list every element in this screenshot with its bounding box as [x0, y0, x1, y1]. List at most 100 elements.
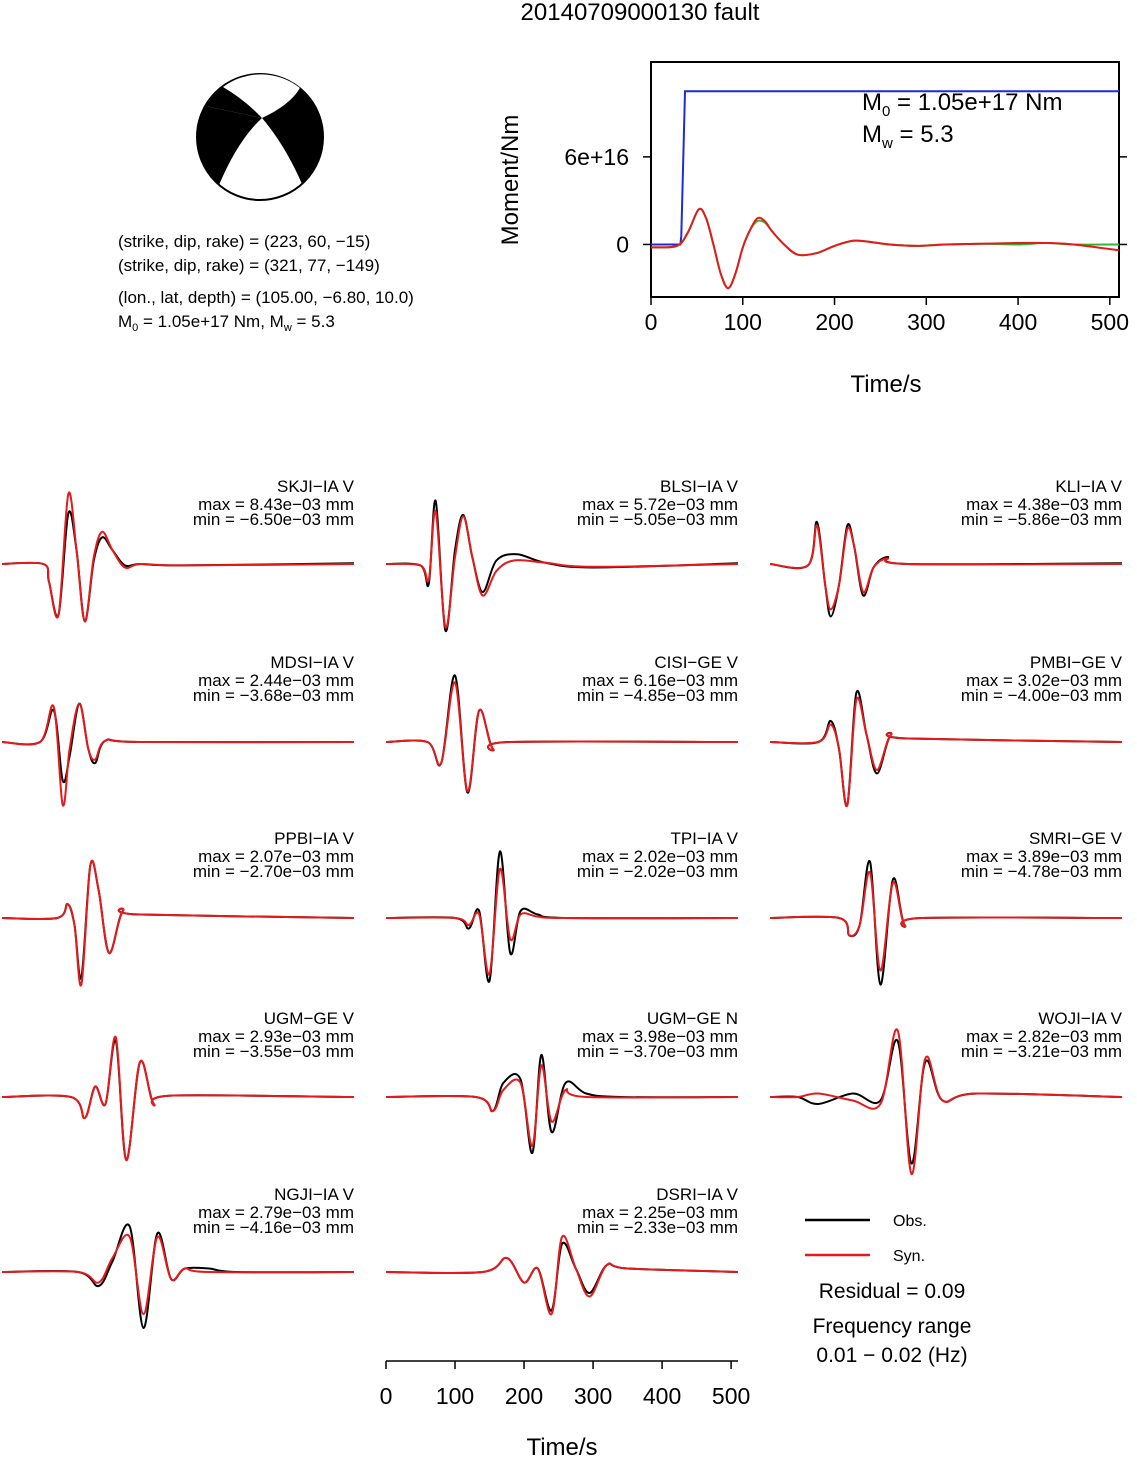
- waveform-syn: [385, 867, 739, 976]
- moment-ylabel: Moment/Nm: [497, 115, 524, 246]
- moment-lines: [650, 90, 1120, 290]
- moment-ytick-label: 6e+16: [564, 144, 629, 170]
- waveform-syn: [1, 491, 355, 623]
- waveform-obs: [769, 689, 1123, 807]
- frequency-range-value: 0.01 − 0.02 (Hz): [816, 1344, 967, 1367]
- waveform-syn: [769, 524, 1123, 611]
- waveform-syn: [1, 1233, 355, 1316]
- moment-plot-frame: [650, 61, 1120, 298]
- moment-m0-label: M0 = 1.05e+17 Nm: [862, 89, 1062, 120]
- moment-series-moment: [651, 90, 1119, 246]
- station-min: min = −4.78e−03 mm: [961, 862, 1122, 881]
- moment-xlabel: Time/s: [850, 371, 921, 398]
- waveform-xtick-label: 300: [574, 1383, 612, 1409]
- station-min: min = −3.70e−03 mm: [577, 1042, 738, 1061]
- station-max: max = 6.16e−03 mm: [582, 671, 738, 690]
- moment-xtick-label: 200: [815, 309, 853, 335]
- station-max: max = 3.02e−03 mm: [966, 671, 1122, 690]
- moment-ticks: 0 100 200 300 400 500 0 6e+16: [564, 144, 1129, 335]
- waveform-syn: [385, 510, 739, 629]
- waveform-time-axis: 0 100 200 300 400 500 Time/s: [380, 1360, 750, 1457]
- station-label: PMBI−GE V: [1030, 653, 1123, 672]
- station-label: UGM−GE N: [647, 1009, 738, 1028]
- station-max: max = 2.82e−03 mm: [966, 1027, 1122, 1046]
- moment-xtick-label: 400: [999, 309, 1037, 335]
- station-max: max = 2.25e−03 mm: [582, 1203, 738, 1222]
- station-max: max = 2.44e−03 mm: [198, 671, 354, 690]
- waveform-xtick-label: 400: [643, 1383, 681, 1409]
- beachball-quadrant-right: [262, 88, 324, 184]
- station-min: min = −3.68e−03 mm: [193, 686, 354, 705]
- station-label: PPBI−IA V: [274, 829, 355, 848]
- station-label: SKJI−IA V: [277, 477, 355, 496]
- station-max: max = 5.72e−03 mm: [582, 495, 738, 514]
- station-label: NGJI−IA V: [274, 1185, 354, 1204]
- legend-syn-label: Syn.: [893, 1248, 925, 1265]
- station-min: min = −4.00e−03 mm: [961, 686, 1122, 705]
- station-max: max = 2.79e−03 mm: [198, 1203, 354, 1222]
- mechanism-moment: M0 = 1.05e+17 Nm, Mw = 5.3: [118, 312, 335, 334]
- station-min: min = −3.21e−03 mm: [961, 1042, 1122, 1061]
- waveform-obs: [385, 1241, 739, 1312]
- station-label: MDSI−IA V: [270, 653, 354, 672]
- station-label: CISI−GE V: [654, 653, 738, 672]
- station-label: BLSI−IA V: [660, 477, 739, 496]
- residual-label: Residual = 0.09: [819, 1280, 966, 1303]
- station-min: min = −4.85e−03 mm: [577, 686, 738, 705]
- beachball: [196, 73, 324, 201]
- station-label: SMRI−GE V: [1029, 829, 1123, 848]
- station-label: WOJI−IA V: [1038, 1009, 1122, 1028]
- legend-obs-label: Obs.: [893, 1213, 927, 1230]
- moment-ytick-label: 0: [616, 231, 629, 257]
- frequency-range-label: Frequency range: [813, 1315, 972, 1338]
- waveform-syn: [769, 870, 1123, 972]
- beachball-quadrant-left: [196, 106, 262, 185]
- moment-xtick-label: 300: [907, 309, 945, 335]
- figure-title: 20140709000130 fault: [521, 0, 760, 26]
- waveform-axis-ticks: 0 100 200 300 400 500: [380, 1361, 750, 1409]
- station-min: min = −3.55e−03 mm: [193, 1042, 354, 1061]
- waveform-xtick-label: 100: [436, 1383, 474, 1409]
- beachball-quadrant-upper-left: [205, 87, 262, 118]
- moment-mw-label: Mw = 5.3: [862, 121, 954, 152]
- station-max: max = 8.43e−03 mm: [198, 495, 354, 514]
- station-min: min = −2.33e−03 mm: [577, 1218, 738, 1237]
- waveform-syn: [385, 681, 739, 793]
- station-min: min = −4.16e−03 mm: [193, 1218, 354, 1237]
- station-max: max = 2.02e−03 mm: [582, 847, 738, 866]
- waveform-xtick-label: 500: [712, 1383, 750, 1409]
- moment-xtick-label: 500: [1091, 309, 1129, 335]
- station-label: DSRI−IA V: [656, 1185, 738, 1204]
- moment-xtick-label: 100: [724, 309, 762, 335]
- station-max: max = 2.07e−03 mm: [198, 847, 354, 866]
- station-max: max = 2.93e−03 mm: [198, 1027, 354, 1046]
- waveform-syn: [769, 696, 1123, 807]
- station-min: min = −5.86e−03 mm: [961, 510, 1122, 529]
- waveform-xtick-label: 200: [505, 1383, 543, 1409]
- mechanism-plane2: (strike, dip, rake) = (321, 77, −149): [118, 256, 380, 275]
- station-max: max = 3.98e−03 mm: [582, 1027, 738, 1046]
- waveform-syn: [385, 1234, 739, 1316]
- waveform-syn: [1, 1035, 355, 1162]
- station-min: min = −2.02e−03 mm: [577, 862, 738, 881]
- station-label: UGM−GE V: [264, 1009, 355, 1028]
- moment-series-syn: [650, 207, 1120, 290]
- moment-xtick-label: 0: [645, 309, 658, 335]
- beachball-quadrant-top: [223, 74, 300, 118]
- mechanism-location: (lon., lat, depth) = (105.00, −6.80, 10.…: [118, 288, 414, 307]
